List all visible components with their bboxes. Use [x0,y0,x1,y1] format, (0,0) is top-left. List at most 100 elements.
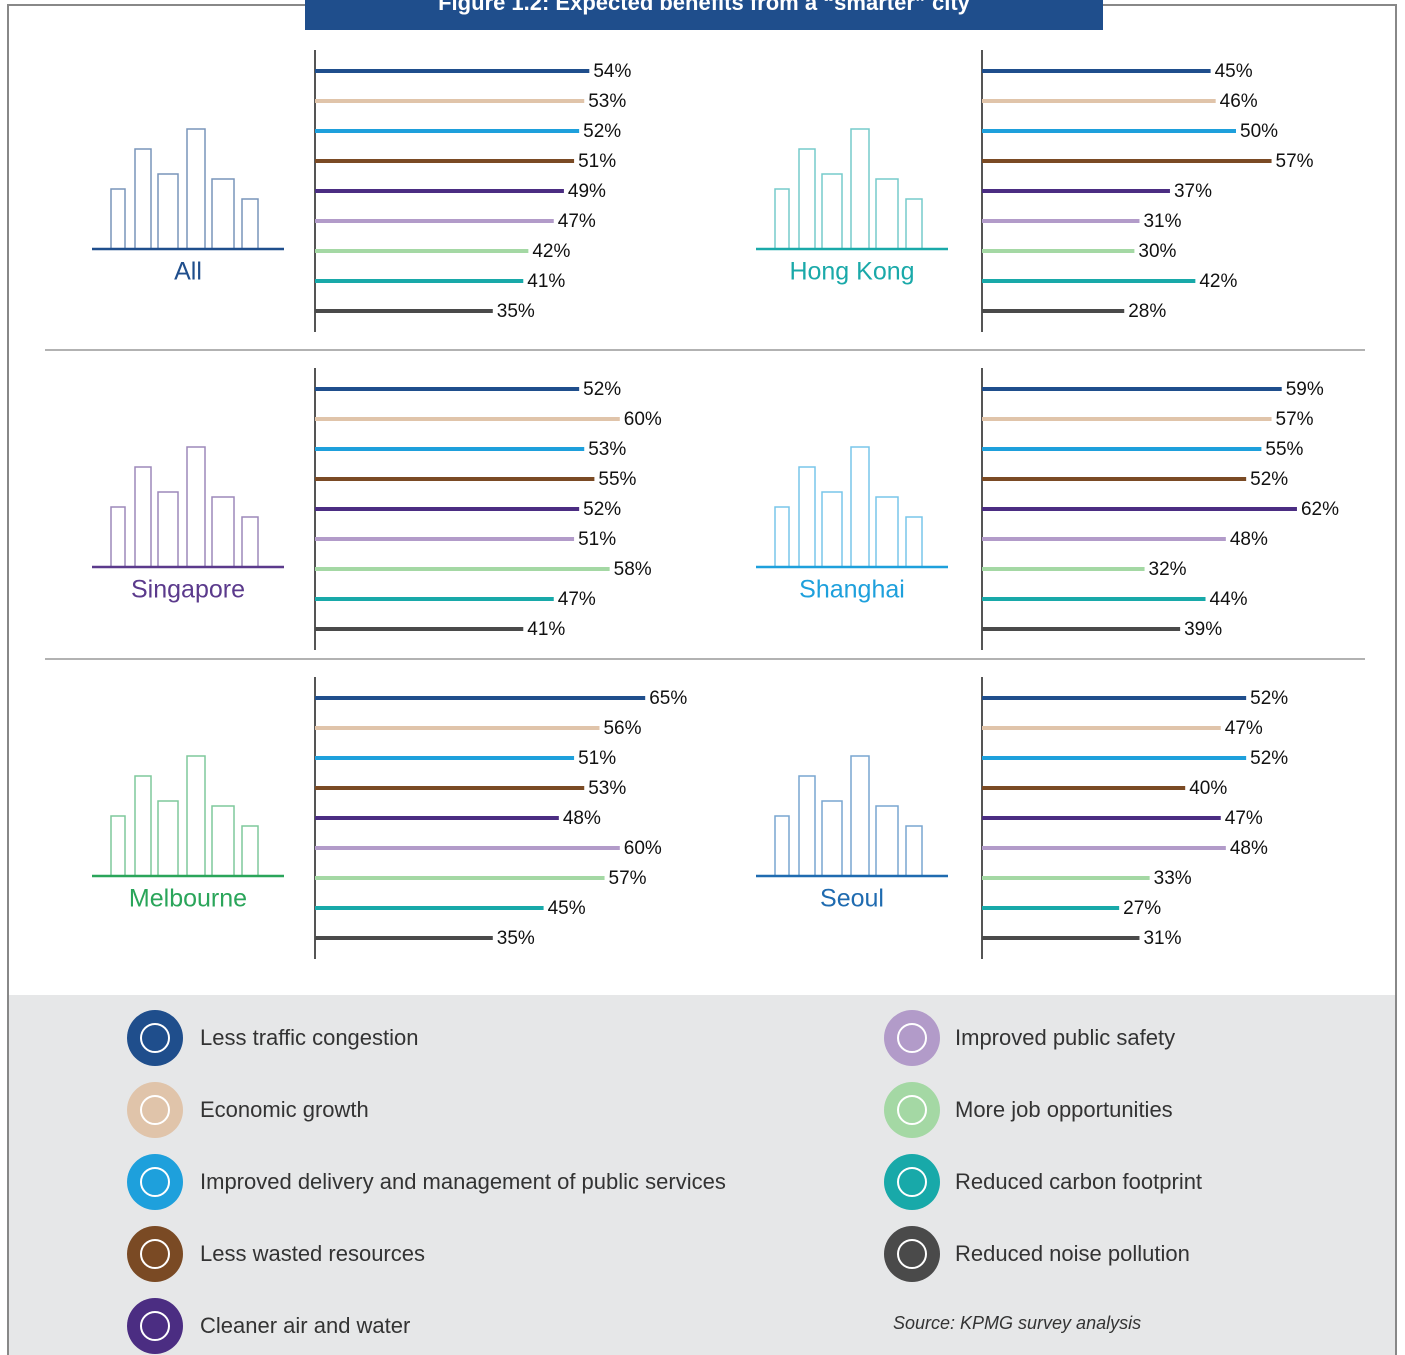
value-label: 50% [1240,121,1278,142]
value-label: 30% [1138,241,1176,262]
value-label: 47% [1225,808,1263,829]
legend-icon-detail [897,1095,927,1125]
skyline-building [875,496,899,568]
legend-label: Reduced noise pollution [955,1241,1190,1266]
legend-icon [127,1298,183,1354]
value-label: 42% [1199,271,1237,292]
city-label: Melbourne [129,885,247,913]
skyline-building [157,800,179,877]
value-label: 51% [578,529,616,550]
value-label: 52% [583,379,621,400]
legend-icon-detail [897,1167,927,1197]
chart-title: Figure 1.2: Expected benefits from a “sm… [438,0,971,15]
skyline-building [211,178,235,250]
value-label: 55% [598,469,636,490]
legend-icon [884,1226,940,1282]
legend-label: Less traffic congestion [200,1025,419,1050]
value-label: 53% [588,91,626,112]
value-label: 47% [558,211,596,232]
skyline-building [905,825,923,877]
skyline-building [850,755,870,877]
value-label: 37% [1174,181,1212,202]
legend-icon-detail [140,1095,170,1125]
legend-label: Cleaner air and water [200,1313,410,1338]
legend-icon [127,1226,183,1282]
skyline-building [821,173,843,250]
skyline-building [774,815,790,877]
value-label: 57% [1276,409,1314,430]
skyline-building [110,815,126,877]
legend-icon [884,1082,940,1138]
skyline-building [134,466,152,568]
skyline-building [186,446,206,568]
skyline-building [241,516,259,568]
value-label: 47% [1225,718,1263,739]
legend-panel [9,995,1395,1355]
skyline-building [850,446,870,568]
value-label: 62% [1301,499,1339,520]
value-label: 57% [1276,151,1314,172]
legend-icon [127,1082,183,1138]
skyline-building [798,775,816,877]
value-label: 45% [1215,61,1253,82]
skyline-building [186,128,206,250]
skyline-building [821,800,843,877]
skyline-building [798,466,816,568]
skyline-building [157,173,179,250]
value-label: 52% [1250,469,1288,490]
value-label: 39% [1184,619,1222,640]
city-label: All [174,258,202,286]
skyline-building [134,148,152,250]
legend-label: Improved delivery and management of publ… [200,1169,726,1194]
value-label: 51% [578,748,616,769]
value-label: 54% [593,61,631,82]
skyline-building [905,198,923,250]
value-label: 52% [583,121,621,142]
legend-icon [884,1010,940,1066]
legend-icon [884,1154,940,1210]
skyline-building [186,755,206,877]
value-label: 48% [1230,529,1268,550]
skyline-building [774,188,790,250]
value-label: 32% [1149,559,1187,580]
value-label: 33% [1154,868,1192,889]
legend-label: Economic growth [200,1097,369,1122]
value-label: 28% [1128,301,1166,322]
value-label: 52% [583,499,621,520]
value-label: 40% [1189,778,1227,799]
skyline-building [875,805,899,877]
legend-icon-detail [140,1311,170,1341]
skyline-building [905,516,923,568]
city-label: Hong Kong [789,258,914,286]
value-label: 65% [649,688,687,709]
legend-label: Less wasted resources [200,1241,425,1266]
legend-icon-detail [897,1239,927,1269]
skyline-building [241,198,259,250]
legend-label: Improved public safety [955,1025,1175,1050]
skyline-building [821,491,843,568]
value-label: 49% [568,181,606,202]
skyline-building [110,506,126,568]
value-label: 52% [1250,748,1288,769]
value-label: 31% [1143,928,1181,949]
skyline-building [211,805,235,877]
legend-label: More job opportunities [955,1097,1173,1122]
value-label: 35% [497,928,535,949]
skyline-building [110,188,126,250]
legend-icon-detail [140,1023,170,1053]
value-label: 46% [1220,91,1258,112]
value-label: 51% [578,151,616,172]
skyline-building [134,775,152,877]
value-label: 41% [527,619,565,640]
value-label: 35% [497,301,535,322]
value-label: 52% [1250,688,1288,709]
value-label: 58% [614,559,652,580]
value-label: 47% [558,589,596,610]
value-label: 53% [588,439,626,460]
value-label: 27% [1123,898,1161,919]
skyline-building [850,128,870,250]
value-label: 31% [1143,211,1181,232]
value-label: 45% [548,898,586,919]
value-label: 44% [1210,589,1248,610]
